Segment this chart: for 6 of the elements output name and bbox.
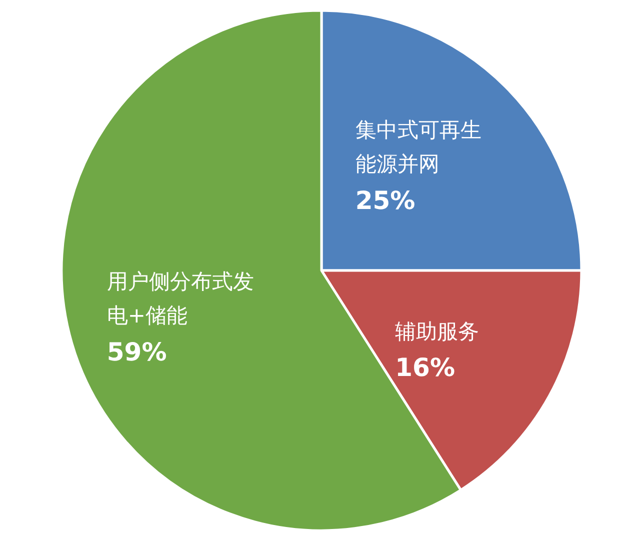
data-label: 59% — [106, 337, 167, 366]
data-label: 16% — [395, 353, 456, 382]
slice-label: 集中式可再生能源并网 — [355, 118, 482, 176]
slice-label: 用户侧分布式发电+储能 — [106, 270, 254, 328]
data-label: 25% — [355, 186, 416, 215]
slice-label: 辅助服务 — [395, 319, 480, 344]
